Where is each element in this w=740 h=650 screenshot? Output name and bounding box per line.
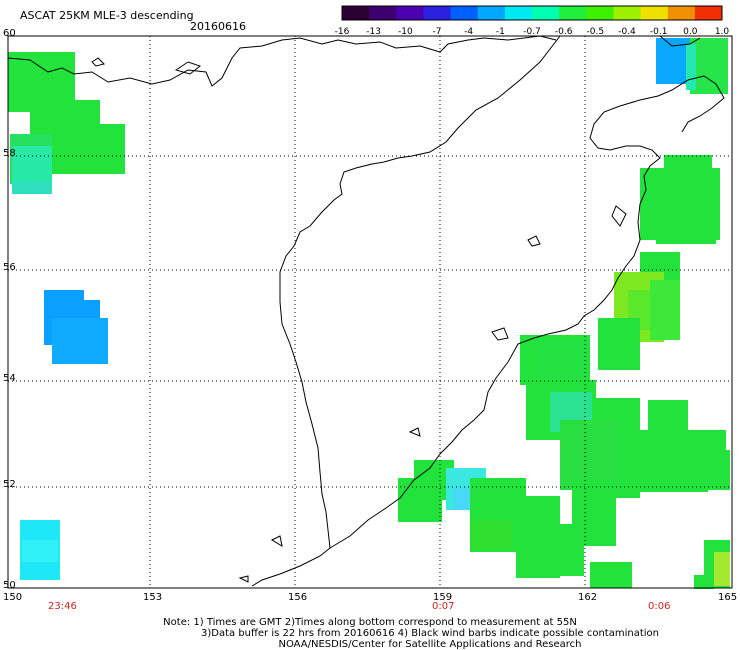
data-cell bbox=[640, 430, 708, 492]
colorbar-swatch bbox=[369, 6, 397, 20]
data-cell bbox=[690, 38, 728, 94]
colorbar-frame bbox=[341, 5, 723, 21]
colorbar-swatch bbox=[613, 6, 642, 20]
colorbar-swatch bbox=[532, 6, 560, 20]
data-cell bbox=[12, 146, 52, 186]
colorbar-swatch bbox=[667, 6, 696, 20]
colorbar-label: -0.6 bbox=[554, 27, 573, 37]
lat-label-52: 52 bbox=[3, 479, 16, 490]
lat-label-50: 50 bbox=[3, 580, 16, 591]
colorbar-swatch bbox=[559, 6, 587, 20]
note-line-3: NOAA/NESDIS/Center for Satellite Applica… bbox=[278, 639, 582, 650]
colorbar-label: -16 bbox=[334, 27, 350, 37]
colorbar-swatch bbox=[477, 6, 506, 20]
data-cell bbox=[540, 340, 590, 380]
colorbar bbox=[341, 5, 723, 21]
colorbar-swatch bbox=[396, 6, 424, 20]
wind-data-cells bbox=[8, 38, 730, 589]
data-cell bbox=[694, 575, 714, 589]
colorbar-swatch bbox=[640, 6, 669, 20]
coastline bbox=[7, 35, 725, 587]
data-cell bbox=[556, 524, 584, 576]
colorbar-label: -0.5 bbox=[586, 27, 605, 37]
time-label-3: 0:06 bbox=[648, 601, 671, 612]
colorbar-label: 1.0 bbox=[714, 27, 730, 37]
lon-label-150: 150 bbox=[3, 592, 23, 603]
data-cell bbox=[598, 318, 640, 370]
map-frame bbox=[7, 35, 733, 589]
colorbar-swatch bbox=[504, 6, 533, 20]
data-cell bbox=[12, 182, 52, 194]
map-title: ASCAT 25KM MLE-3 descending bbox=[20, 9, 194, 22]
colorbar-label: -0.1 bbox=[649, 27, 668, 37]
time-label-1: 23:46 bbox=[48, 601, 77, 612]
colorbar-swatch bbox=[586, 6, 614, 20]
data-cell bbox=[52, 318, 108, 364]
colorbar-swatch bbox=[342, 6, 370, 20]
colorbar-label: 0.0 bbox=[683, 27, 698, 37]
colorbar-swatch bbox=[450, 6, 479, 20]
lon-label-162: 162 bbox=[578, 592, 598, 603]
colorbar-label: -4 bbox=[464, 27, 474, 37]
data-cell bbox=[22, 540, 58, 562]
colorbar-label: -7 bbox=[432, 27, 442, 37]
data-cell bbox=[516, 496, 560, 578]
lon-label-159: 159 bbox=[433, 592, 453, 603]
time-label-2: 0:07 bbox=[432, 601, 455, 612]
lat-lon-grid bbox=[8, 36, 732, 588]
lon-label-156: 156 bbox=[288, 592, 308, 603]
lat-label-60: 60 bbox=[3, 28, 16, 39]
lat-label-58: 58 bbox=[3, 148, 16, 159]
lon-label-153: 153 bbox=[143, 592, 163, 603]
lat-label-56: 56 bbox=[3, 262, 16, 273]
data-cell bbox=[710, 450, 730, 490]
colorbar-swatch bbox=[423, 6, 452, 20]
colorbar-label: -0.4 bbox=[618, 27, 636, 37]
data-cell bbox=[656, 232, 716, 244]
colorbar-label: -0.7 bbox=[523, 27, 541, 37]
lon-label-165: 165 bbox=[718, 592, 738, 603]
colorbar-label: -10 bbox=[397, 27, 413, 37]
colorbar-label: -1 bbox=[495, 27, 505, 37]
data-cell bbox=[650, 280, 680, 340]
lat-label-54: 54 bbox=[3, 373, 16, 384]
note-line-2: 3)Data buffer is 22 hrs from 20160616 4)… bbox=[201, 628, 659, 639]
data-cell bbox=[714, 552, 730, 586]
note-line-1: Note: 1) Times are GMT 2)Times along bot… bbox=[163, 617, 577, 628]
colorbar-swatch bbox=[694, 6, 723, 20]
data-cell bbox=[686, 44, 696, 90]
map-date: 20160616 bbox=[190, 20, 246, 33]
data-cell bbox=[52, 124, 125, 174]
data-cell bbox=[640, 168, 720, 240]
data-cell bbox=[472, 520, 512, 550]
colorbar-label: -13 bbox=[366, 27, 382, 37]
data-cell bbox=[590, 562, 632, 588]
data-cell bbox=[560, 420, 620, 490]
